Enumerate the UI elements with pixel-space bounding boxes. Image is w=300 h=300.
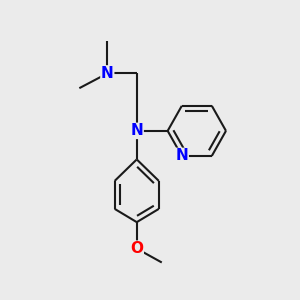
Text: O: O [130, 241, 143, 256]
Text: N: N [176, 148, 188, 164]
Text: N: N [130, 123, 143, 138]
Text: N: N [101, 66, 114, 81]
